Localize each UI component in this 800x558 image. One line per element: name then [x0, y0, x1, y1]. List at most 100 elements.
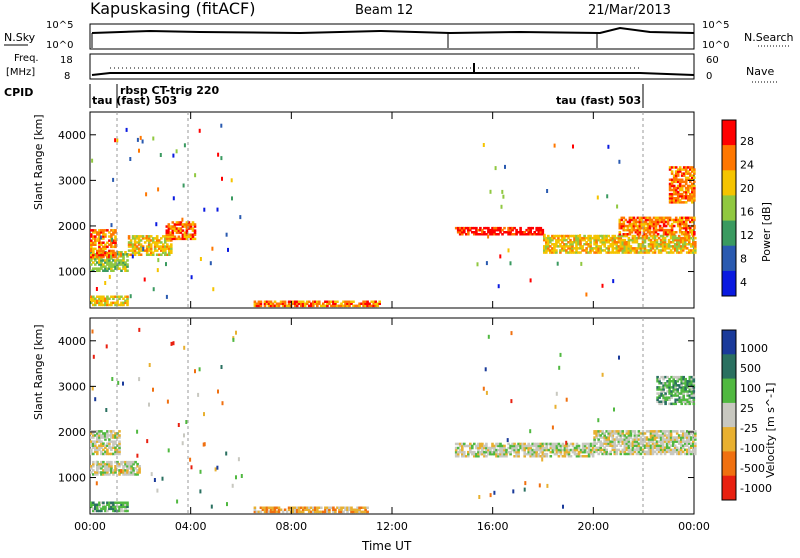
heatmap-cell [173, 237, 177, 241]
heatmap-cell [348, 302, 351, 305]
heatmap-cell [92, 303, 95, 307]
heatmap-cell [112, 430, 115, 433]
heatmap-cell [94, 507, 97, 511]
heatmap-cell [493, 228, 496, 232]
heatmap-cell [158, 247, 161, 250]
heatmap-cell [259, 506, 263, 509]
heatmap-cell [694, 450, 697, 454]
freq-tick-top: 18 [60, 55, 73, 66]
heatmap-cell [609, 450, 612, 454]
heatmap-cell [591, 442, 595, 446]
heatmap-cell [635, 444, 639, 447]
heatmap-cell [680, 396, 683, 399]
heatmap-cell [477, 448, 480, 452]
heatmap-cell [485, 448, 488, 452]
heatmap-cell [547, 249, 550, 252]
heatmap-cell [112, 233, 115, 236]
heatmap-speck [231, 483, 234, 488]
heatmap-cell [344, 304, 347, 308]
velocity-colorbar-label: Velocity [m s^-1] [764, 383, 777, 478]
heatmap-cell [669, 440, 673, 443]
heatmap-cell [684, 170, 688, 173]
heatmap-speck [502, 194, 505, 199]
heatmap-cell [672, 199, 676, 202]
heatmap-cell [114, 261, 117, 264]
heatmap-cell [473, 455, 476, 458]
heatmap-cell [656, 375, 659, 379]
heatmap-cell [673, 238, 677, 242]
heatmap-cell [168, 249, 171, 252]
heatmap-cell [493, 233, 496, 236]
heatmap-cell [90, 255, 93, 259]
heatmap-cell [90, 452, 93, 456]
heatmap-cell [669, 236, 673, 240]
heatmap-speck [138, 148, 140, 153]
heatmap-cell [678, 166, 682, 169]
heatmap-cell [585, 241, 588, 244]
heatmap-cell [679, 434, 683, 437]
y-tick-label: 1000 [58, 472, 86, 485]
heatmap-cell [485, 444, 488, 448]
heatmap-cell [259, 304, 263, 308]
heatmap-cell [660, 386, 663, 389]
heatmap-cell [90, 241, 93, 244]
heatmap-cell [633, 251, 637, 254]
heatmap-cell [126, 505, 129, 509]
heatmap-cell [692, 243, 695, 246]
heatmap-cell [587, 452, 591, 456]
heatmap-cell [507, 231, 510, 234]
heatmap-cell [94, 446, 97, 449]
heatmap-cell [104, 438, 107, 441]
heatmap-cell [509, 226, 512, 230]
heatmap-cell [92, 440, 95, 443]
heatmap-cell [613, 432, 617, 435]
heatmap-cell [340, 304, 343, 308]
heatmap-cell [666, 386, 669, 389]
heatmap-cell [659, 450, 663, 454]
heatmap-cell [481, 233, 484, 236]
heatmap-cell [491, 233, 494, 236]
x-tick-label: 00:00 [74, 520, 106, 533]
heatmap-cell [90, 295, 93, 298]
heatmap-cell [669, 452, 673, 456]
heatmap-cell [112, 436, 115, 439]
heatmap-cell [96, 249, 99, 253]
heatmap-cell [112, 471, 115, 474]
heatmap-cell [481, 228, 484, 232]
heatmap-cell [679, 448, 683, 452]
heatmap-cell [90, 436, 93, 439]
heatmap-cell [561, 247, 564, 250]
heatmap-speck [538, 483, 541, 488]
heatmap-cell [185, 225, 189, 228]
heatmap-cell [465, 455, 468, 458]
heatmap-cell [269, 510, 273, 514]
heatmap-cell [92, 249, 95, 253]
heatmap-cell [158, 241, 161, 244]
heatmap-cell [94, 241, 97, 244]
heatmap-cell [295, 508, 299, 511]
colorbar-frame [721, 329, 737, 501]
heatmap-cell [102, 448, 105, 452]
heatmap-cell [112, 255, 115, 259]
heatmap-cell [597, 452, 600, 456]
heatmap-cell [106, 245, 109, 249]
heatmap-cell [691, 231, 694, 234]
heatmap-cell [122, 261, 125, 264]
heatmap-cell [597, 247, 600, 250]
heatmap-cell [672, 188, 676, 192]
heatmap-cell [674, 402, 677, 406]
heatmap-cell [257, 300, 261, 303]
heatmap-cell [595, 249, 598, 252]
heatmap-cell [141, 235, 145, 238]
heatmap-cell [688, 452, 691, 456]
heatmap-cell [129, 253, 133, 256]
heatmap-cell [124, 509, 127, 513]
heatmap-cell [118, 253, 121, 256]
heatmap-speck [509, 261, 512, 266]
heatmap-cell [681, 444, 685, 447]
heatmap-cell [102, 295, 105, 298]
heatmap-cell [649, 434, 653, 437]
heatmap-cell [537, 226, 541, 230]
heatmap-cell [185, 227, 189, 230]
